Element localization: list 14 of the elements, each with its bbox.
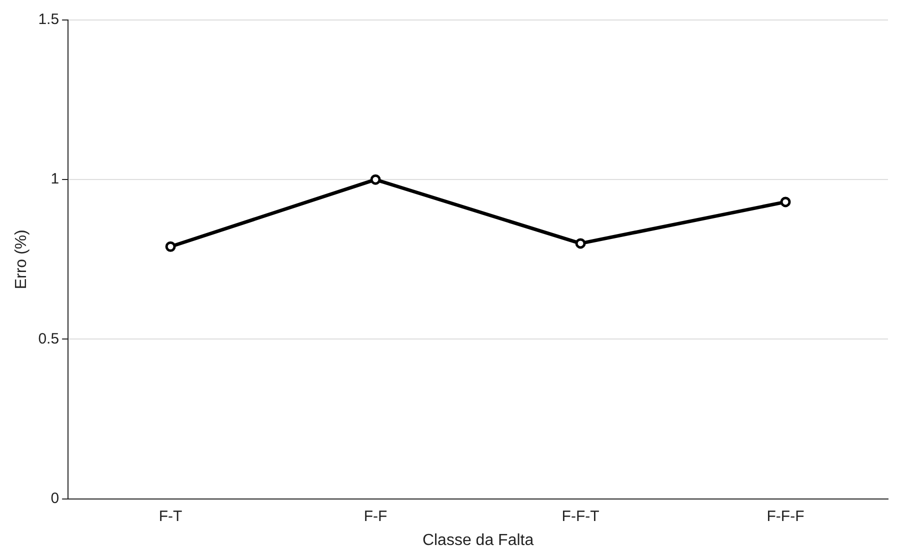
point xyxy=(780,196,791,208)
x-tick-label: F-F xyxy=(364,508,388,525)
point xyxy=(165,241,176,252)
y-tick-label: 1 xyxy=(50,170,60,188)
x-tick-label: F-F-T xyxy=(562,508,600,525)
y-tick-label: 0.5 xyxy=(38,330,60,348)
point xyxy=(575,238,586,249)
y-tick-label: 0 xyxy=(50,490,60,507)
x-tick-label: F-F-F xyxy=(766,508,804,525)
y-tick-label: 1.5 xyxy=(38,11,60,28)
x-tick-label: F-T xyxy=(158,508,182,525)
y-axis-title: Erro (%) xyxy=(13,230,30,290)
point xyxy=(370,174,381,185)
x-axis-title: Classe da Falta xyxy=(422,532,534,549)
